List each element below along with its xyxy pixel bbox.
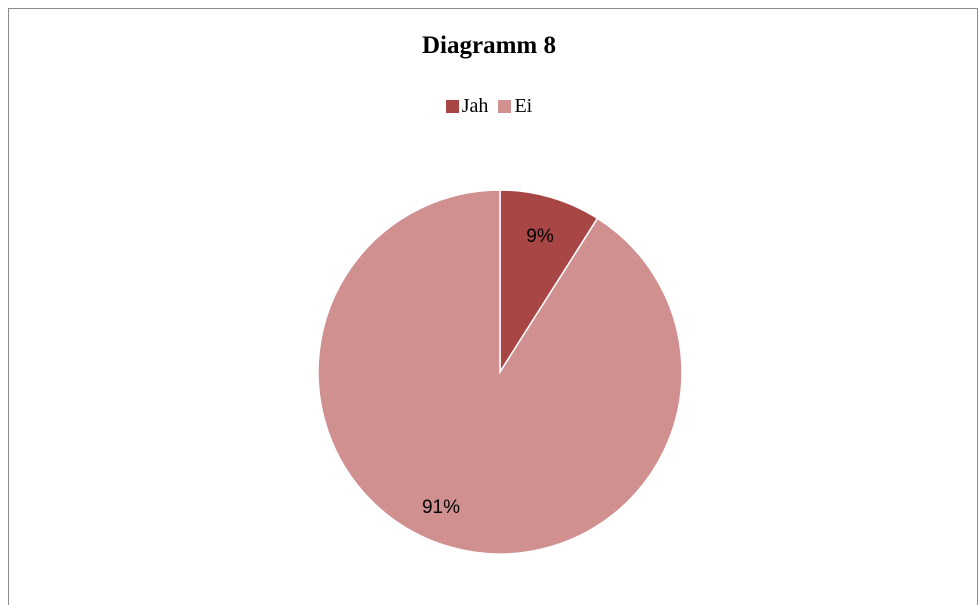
- legend-item-jah: Jah: [445, 95, 489, 118]
- legend-item-ei: Ei: [498, 95, 532, 118]
- legend: Jah Ei: [0, 95, 978, 118]
- legend-swatch-ei: [498, 100, 512, 113]
- chart-title: Diagramm 8: [422, 32, 556, 59]
- pie-slice-jah: [499, 189, 599, 375]
- slice-label-jah: 9%: [526, 226, 554, 247]
- pie-slice-ei: [317, 189, 683, 555]
- slice-label-ei: 91%: [422, 497, 460, 518]
- legend-label-ei: Ei: [514, 95, 533, 117]
- legend-label-jah: Jah: [461, 95, 489, 117]
- legend-swatch-jah: [445, 100, 459, 113]
